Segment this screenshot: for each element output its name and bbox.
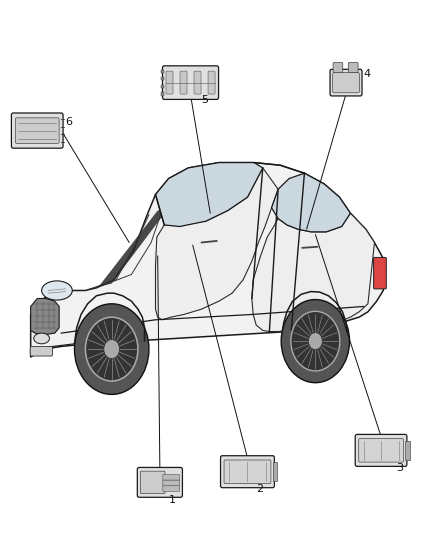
FancyBboxPatch shape [374, 257, 386, 289]
FancyBboxPatch shape [15, 118, 59, 143]
Circle shape [308, 333, 322, 350]
Text: 6: 6 [65, 117, 72, 126]
FancyBboxPatch shape [333, 62, 343, 72]
FancyBboxPatch shape [161, 93, 164, 96]
FancyBboxPatch shape [359, 439, 403, 462]
Text: 2: 2 [256, 484, 263, 494]
FancyBboxPatch shape [330, 69, 362, 96]
FancyBboxPatch shape [161, 85, 164, 88]
Polygon shape [31, 298, 59, 335]
FancyBboxPatch shape [161, 69, 164, 72]
FancyBboxPatch shape [30, 346, 53, 356]
FancyBboxPatch shape [194, 71, 201, 94]
Polygon shape [31, 163, 385, 357]
Text: 4: 4 [364, 69, 371, 78]
Polygon shape [155, 163, 263, 227]
FancyBboxPatch shape [333, 72, 359, 93]
Polygon shape [272, 173, 350, 232]
FancyBboxPatch shape [163, 486, 180, 491]
Circle shape [281, 300, 350, 383]
Polygon shape [155, 168, 278, 320]
FancyBboxPatch shape [162, 66, 219, 99]
FancyBboxPatch shape [163, 474, 180, 480]
FancyBboxPatch shape [11, 113, 63, 148]
Ellipse shape [42, 281, 72, 300]
Circle shape [85, 317, 138, 381]
FancyBboxPatch shape [163, 480, 180, 486]
Ellipse shape [34, 333, 49, 344]
Text: 5: 5 [201, 95, 208, 105]
FancyBboxPatch shape [166, 71, 173, 94]
Circle shape [104, 340, 120, 359]
Text: 1: 1 [169, 495, 176, 505]
FancyBboxPatch shape [180, 71, 187, 94]
FancyBboxPatch shape [348, 62, 358, 72]
Polygon shape [252, 213, 374, 332]
Polygon shape [99, 208, 169, 287]
FancyBboxPatch shape [224, 460, 271, 483]
FancyBboxPatch shape [161, 77, 164, 80]
Text: 3: 3 [396, 463, 403, 473]
FancyBboxPatch shape [355, 434, 407, 466]
Circle shape [74, 304, 149, 394]
FancyBboxPatch shape [405, 441, 410, 460]
FancyBboxPatch shape [272, 462, 277, 481]
FancyBboxPatch shape [208, 71, 215, 94]
FancyBboxPatch shape [137, 467, 182, 497]
Circle shape [291, 311, 340, 371]
FancyBboxPatch shape [220, 456, 274, 488]
FancyBboxPatch shape [140, 471, 165, 494]
